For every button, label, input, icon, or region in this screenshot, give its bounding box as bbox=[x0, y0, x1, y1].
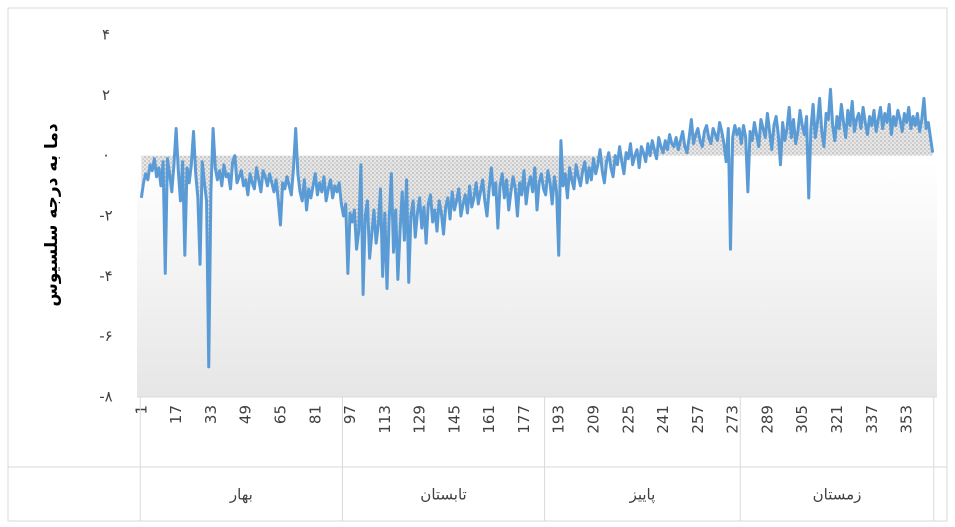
x-tick-label: 161 bbox=[480, 405, 498, 434]
x-tick-label: 305 bbox=[793, 405, 811, 434]
y-tick-label: -۲ bbox=[99, 207, 112, 225]
group-label: زمستان bbox=[813, 486, 862, 504]
y-tick-label: ۴ bbox=[102, 26, 110, 44]
y-tick-label: -۶ bbox=[99, 327, 112, 345]
x-tick-label: 129 bbox=[411, 405, 429, 434]
x-tick-label: 113 bbox=[376, 405, 394, 434]
x-tick-label: 177 bbox=[515, 405, 533, 434]
x-tick-label: 49 bbox=[237, 405, 255, 424]
x-tick-label: 289 bbox=[758, 405, 776, 434]
plot-area bbox=[137, 35, 937, 397]
x-tick-label: 273 bbox=[724, 405, 742, 434]
x-tick-label: 321 bbox=[828, 405, 846, 434]
x-tick-label: 17 bbox=[167, 405, 185, 424]
x-tick-label: 33 bbox=[202, 405, 220, 424]
y-axis-title: دما به درجه سلسیوس bbox=[42, 123, 62, 306]
x-tick-label: 209 bbox=[585, 405, 603, 434]
group-label: پاییز bbox=[629, 486, 656, 505]
y-tick-label: ۲ bbox=[102, 86, 110, 104]
x-tick-label: 145 bbox=[445, 405, 463, 434]
x-tick-label: 193 bbox=[550, 405, 568, 434]
group-label: بهار bbox=[229, 486, 253, 504]
y-tick-label: -۴ bbox=[99, 267, 112, 285]
x-tick-label: 241 bbox=[654, 405, 672, 434]
series-line bbox=[139, 87, 935, 369]
group-label: تابستان bbox=[420, 486, 466, 504]
x-tick-label: 97 bbox=[341, 405, 359, 424]
y-tick-label: ۰ bbox=[102, 146, 110, 164]
y-tick-label: -۸ bbox=[99, 388, 112, 406]
x-tick-label: 257 bbox=[689, 405, 707, 434]
x-tick-label: 65 bbox=[271, 405, 289, 424]
x-tick-label: 337 bbox=[863, 405, 881, 434]
x-tick-label: 1 bbox=[132, 405, 150, 415]
x-tick-label: 353 bbox=[898, 405, 916, 434]
x-tick-label: 225 bbox=[619, 405, 637, 434]
x-tick-label: 81 bbox=[306, 405, 324, 424]
series-area bbox=[141, 89, 933, 367]
